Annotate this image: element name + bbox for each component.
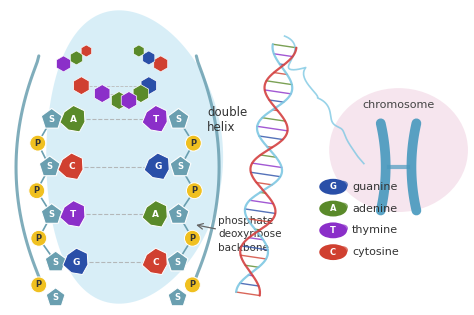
Text: P: P [191, 139, 196, 148]
Circle shape [186, 183, 202, 199]
Polygon shape [39, 156, 60, 176]
Polygon shape [41, 108, 62, 128]
Polygon shape [63, 248, 88, 275]
Polygon shape [46, 10, 223, 304]
Text: S: S [175, 210, 182, 219]
Ellipse shape [319, 244, 347, 260]
Text: double
helix: double helix [207, 106, 247, 134]
Polygon shape [134, 45, 144, 57]
Text: S: S [174, 293, 181, 302]
Text: P: P [36, 280, 42, 289]
Text: T: T [70, 210, 77, 219]
Polygon shape [154, 56, 167, 72]
Text: G: G [154, 163, 161, 171]
Ellipse shape [338, 224, 348, 232]
Text: cytosine: cytosine [352, 247, 399, 257]
Text: G: G [73, 258, 80, 266]
Text: S: S [177, 163, 183, 171]
Polygon shape [58, 153, 83, 180]
Circle shape [185, 135, 201, 151]
Ellipse shape [319, 222, 347, 238]
Text: C: C [153, 258, 159, 266]
Polygon shape [71, 51, 82, 65]
Polygon shape [60, 106, 85, 132]
Text: P: P [189, 280, 195, 289]
Text: S: S [53, 258, 59, 266]
Polygon shape [170, 156, 191, 176]
Circle shape [31, 277, 47, 293]
Text: S: S [174, 258, 181, 266]
Text: P: P [35, 139, 41, 148]
Circle shape [30, 135, 46, 151]
Polygon shape [57, 56, 71, 72]
Text: adenine: adenine [352, 203, 397, 214]
Polygon shape [168, 203, 189, 223]
Polygon shape [73, 77, 89, 94]
Polygon shape [168, 108, 189, 128]
Polygon shape [142, 201, 167, 227]
Text: A: A [330, 204, 337, 213]
Text: S: S [53, 293, 59, 302]
Polygon shape [133, 85, 148, 102]
Text: P: P [189, 234, 195, 243]
Ellipse shape [319, 201, 347, 216]
Circle shape [31, 230, 47, 246]
Text: S: S [175, 115, 182, 124]
Polygon shape [60, 201, 85, 227]
Text: P: P [34, 186, 40, 195]
Ellipse shape [338, 203, 348, 210]
Circle shape [29, 183, 45, 199]
Polygon shape [141, 77, 156, 94]
Ellipse shape [338, 246, 348, 254]
Text: P: P [191, 186, 198, 195]
Text: S: S [49, 210, 55, 219]
Text: A: A [152, 210, 159, 219]
Text: P: P [36, 234, 42, 243]
Polygon shape [167, 251, 188, 271]
Polygon shape [46, 288, 65, 306]
Polygon shape [94, 85, 110, 102]
Ellipse shape [338, 181, 348, 189]
Polygon shape [45, 251, 66, 271]
Text: T: T [330, 226, 336, 235]
Polygon shape [41, 203, 62, 223]
Ellipse shape [329, 88, 468, 212]
Text: chromosome: chromosome [363, 100, 435, 111]
Polygon shape [144, 153, 169, 180]
Text: S: S [46, 163, 53, 171]
Text: guanine: guanine [352, 182, 397, 192]
Polygon shape [168, 288, 187, 306]
Text: C: C [68, 163, 75, 171]
Text: T: T [153, 115, 159, 124]
Polygon shape [142, 248, 167, 275]
Polygon shape [81, 45, 91, 57]
Text: thymine: thymine [352, 225, 398, 235]
Polygon shape [121, 92, 137, 109]
Circle shape [184, 277, 201, 293]
Circle shape [184, 230, 201, 246]
Text: C: C [330, 248, 336, 257]
Text: A: A [70, 115, 77, 124]
Polygon shape [143, 51, 155, 65]
Text: S: S [49, 115, 55, 124]
Text: G: G [330, 182, 337, 191]
Ellipse shape [319, 179, 347, 195]
Polygon shape [142, 106, 167, 132]
Polygon shape [111, 92, 127, 109]
Text: phosphate
deoxyribose
backbone: phosphate deoxyribose backbone [218, 216, 282, 253]
